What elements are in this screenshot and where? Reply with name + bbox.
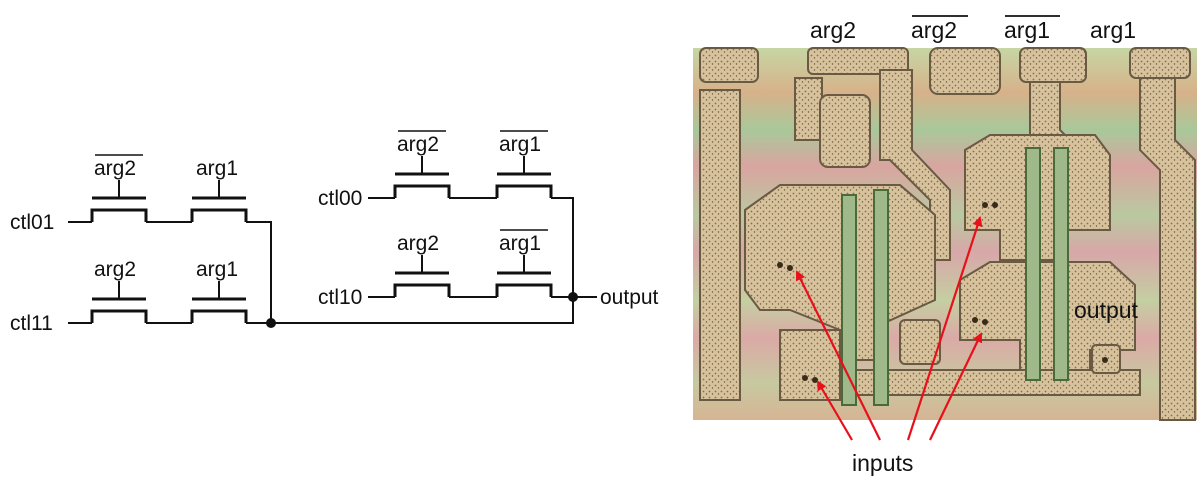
label-gate-arg2bar: arg2: [397, 133, 439, 156]
die-label-arg2bar: arg2: [911, 17, 957, 43]
transistor-ctl01-arg1: [190, 180, 248, 222]
input-arrows: [796, 216, 983, 441]
wire-ctl01-out: [246, 221, 272, 323]
schematic: ctl01 ctl11 ctl00 ctl10 output arg2 arg1…: [10, 130, 659, 335]
label-gate-arg2: arg2: [397, 232, 439, 255]
junction-dot: [266, 318, 276, 328]
label-output: output: [600, 286, 659, 309]
label-gate-arg2: arg2: [94, 258, 136, 281]
label-ctl11: ctl11: [10, 312, 53, 335]
arrow-input: [796, 270, 881, 441]
label-gate-arg1bar: arg1: [499, 133, 541, 156]
die-label-output: output: [1074, 297, 1139, 323]
label-gate-arg1: arg1: [196, 258, 238, 281]
transistor-ctl11-arg2: [90, 281, 148, 323]
transistor-ctl11-arg1: [190, 281, 248, 323]
transistor-ctl10-arg2: [393, 255, 451, 297]
label-ctl01: ctl01: [10, 211, 54, 234]
die-photo: arg2 arg2 arg1 arg1 output inputs: [693, 15, 1197, 476]
junction-dot: [568, 292, 578, 302]
arrow-input: [816, 380, 853, 441]
transistor-ctl10-arg1bar: [495, 255, 553, 297]
die-label-arg1bar: arg1: [1004, 17, 1050, 43]
contacts: [777, 202, 1108, 383]
die-label-arg1: arg1: [1090, 17, 1136, 43]
label-gate-arg1: arg1: [196, 157, 238, 180]
transistor-ctl00-arg1bar: [495, 156, 553, 198]
arrow-input: [906, 216, 983, 441]
label-ctl10: ctl10: [318, 286, 362, 309]
transistor-ctl01-arg2bar: [90, 180, 148, 222]
label-ctl00: ctl00: [318, 187, 362, 210]
wire-ctl00-out: [551, 197, 574, 297]
arrow-input: [929, 332, 983, 441]
label-gate-arg2bar: arg2: [94, 157, 136, 180]
label-gate-arg1bar: arg1: [499, 232, 541, 255]
die-label-arg2: arg2: [810, 17, 856, 43]
label-inputs: inputs: [852, 450, 913, 476]
wire-ctl11-out: [246, 297, 574, 324]
transistor-ctl00-arg2bar: [393, 156, 451, 198]
gate-strips: [841, 147, 1069, 406]
